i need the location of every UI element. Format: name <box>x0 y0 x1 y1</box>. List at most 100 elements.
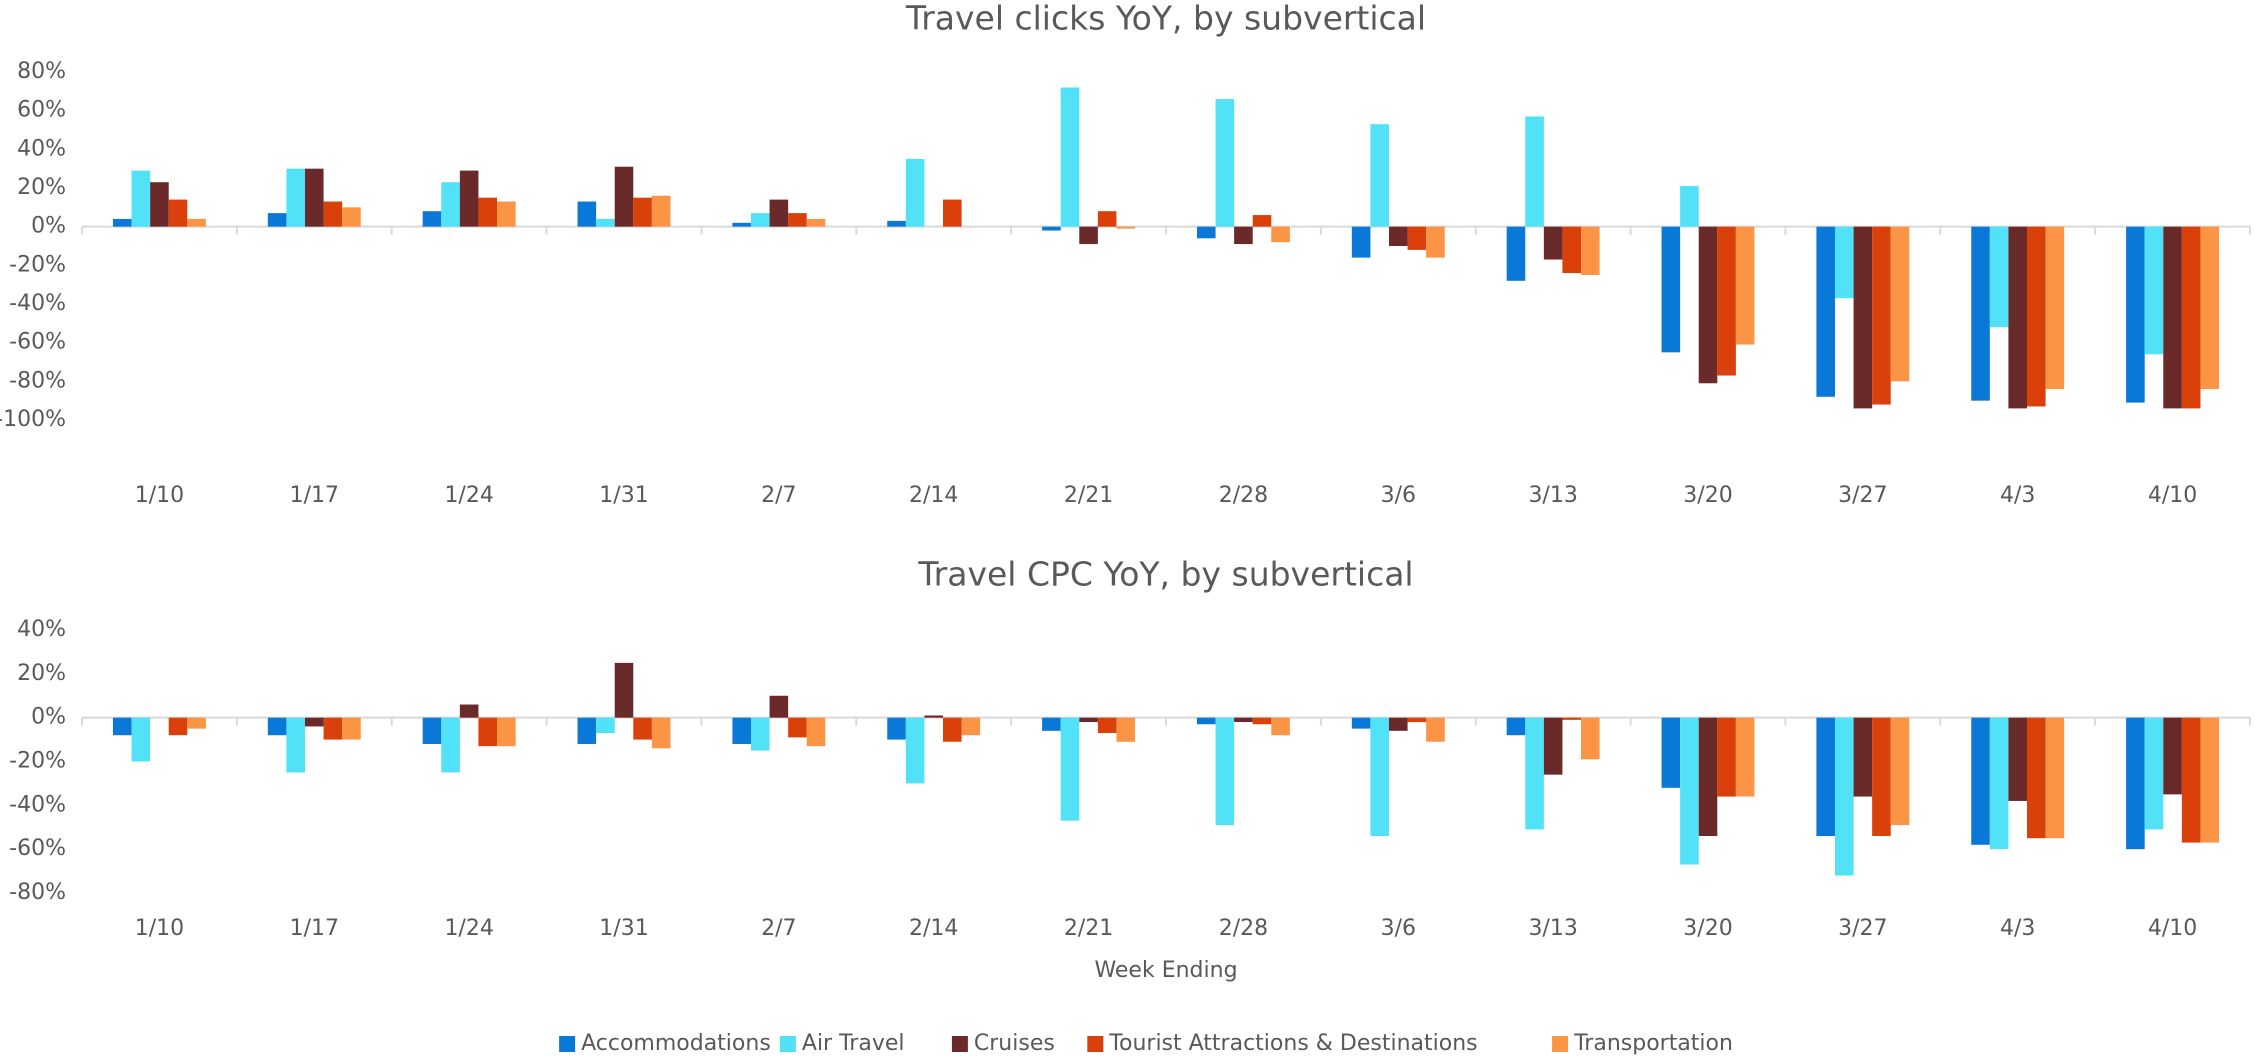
bar <box>1388 226 1408 246</box>
y-tick-label: -80% <box>9 368 66 393</box>
bar <box>1890 226 1910 382</box>
bar <box>1370 124 1389 227</box>
bar <box>2163 717 2182 795</box>
bar <box>441 717 460 773</box>
x-tick-label: 2/21 <box>1064 916 1113 941</box>
bar <box>1388 717 1408 731</box>
x-tick-label: 4/3 <box>2000 916 2035 941</box>
bar <box>1215 717 1235 826</box>
bar <box>2027 717 2046 839</box>
bar <box>459 170 479 227</box>
bar <box>1271 226 1290 243</box>
x-tick-label: 2/7 <box>761 483 796 508</box>
y-tick-label: 60% <box>17 98 66 123</box>
bar <box>323 201 343 227</box>
bar <box>1042 226 1061 231</box>
bar <box>1196 226 1216 239</box>
bar <box>1816 226 1835 397</box>
bar <box>577 717 597 744</box>
bar <box>1698 717 1718 837</box>
bar <box>614 166 634 227</box>
y-tick-label: 40% <box>17 617 66 642</box>
x-tick-label: 1/31 <box>599 916 648 941</box>
bar <box>806 717 826 747</box>
bar <box>732 717 751 744</box>
x-tick-label: 3/6 <box>1381 483 1416 508</box>
y-tick-label: 40% <box>17 136 66 161</box>
bar <box>422 211 442 227</box>
bar <box>497 201 516 227</box>
x-tick-label: 1/17 <box>290 483 339 508</box>
bar <box>887 220 906 227</box>
bar <box>2200 226 2220 390</box>
y-tick-label: -40% <box>9 792 66 817</box>
bar <box>1252 717 1272 725</box>
bar <box>478 197 498 227</box>
y-tick-label: -20% <box>9 252 66 277</box>
bar <box>1717 226 1736 376</box>
bar <box>1060 717 1080 821</box>
bar <box>267 213 287 227</box>
y-tick-label: -40% <box>9 291 66 316</box>
x-axis-label: Week Ending <box>1094 958 1237 983</box>
x-tick-label: 3/6 <box>1381 916 1416 941</box>
y-tick-label: -100% <box>0 407 66 432</box>
bar <box>1351 226 1371 258</box>
x-tick-label: 2/28 <box>1219 483 1268 508</box>
bar <box>633 197 652 227</box>
y-tick-label: -60% <box>9 836 66 861</box>
bar <box>2181 717 2201 843</box>
bar <box>1834 717 1854 876</box>
chart-title: Travel CPC YoY, by subvertical <box>917 555 1413 594</box>
bar <box>1116 717 1136 742</box>
bar <box>1661 226 1681 353</box>
bar <box>441 182 460 227</box>
bar <box>943 199 962 227</box>
bar <box>342 717 361 740</box>
bar <box>651 195 671 227</box>
bar <box>497 717 516 747</box>
x-tick-label: 4/10 <box>2148 483 2197 508</box>
legend-label: Transportation <box>1573 1031 1733 1056</box>
bar <box>806 218 826 227</box>
bar <box>1834 226 1854 299</box>
bar <box>286 168 305 227</box>
bar <box>1079 226 1098 245</box>
bar <box>1735 717 1755 797</box>
legend-swatch <box>779 1036 796 1052</box>
x-tick-label: 3/27 <box>1838 483 1887 508</box>
bar <box>168 717 188 736</box>
legend-label: Accommodations <box>581 1031 771 1056</box>
legend-swatch <box>559 1036 576 1052</box>
x-tick-label: 1/24 <box>444 916 493 941</box>
legend-label: Tourist Attractions & Destinations <box>1108 1031 1477 1056</box>
bar <box>1097 211 1117 227</box>
x-tick-label: 2/21 <box>1064 483 1113 508</box>
x-tick-label: 2/14 <box>909 916 958 941</box>
legend-swatch <box>951 1036 968 1052</box>
bar <box>905 717 925 784</box>
bar <box>750 717 770 751</box>
bar <box>1872 717 1891 837</box>
bar <box>1680 717 1699 865</box>
bar <box>651 717 671 749</box>
y-tick-label: 20% <box>17 175 66 200</box>
bar <box>1097 717 1117 734</box>
chart-title: Travel clicks YoY, by subvertical <box>905 0 1426 38</box>
bar <box>131 170 151 227</box>
bar <box>732 222 751 227</box>
bar <box>1543 226 1563 260</box>
bar <box>1196 717 1216 725</box>
bar <box>1407 226 1427 250</box>
x-tick-label: 1/24 <box>444 483 493 508</box>
bar <box>633 717 652 740</box>
bar <box>1989 717 2009 850</box>
bar <box>112 218 132 227</box>
y-tick-label: 0% <box>31 214 66 239</box>
bar <box>1989 226 2009 328</box>
bar <box>1735 226 1755 345</box>
bar <box>943 717 962 742</box>
bar <box>323 717 343 740</box>
bar <box>267 717 287 736</box>
